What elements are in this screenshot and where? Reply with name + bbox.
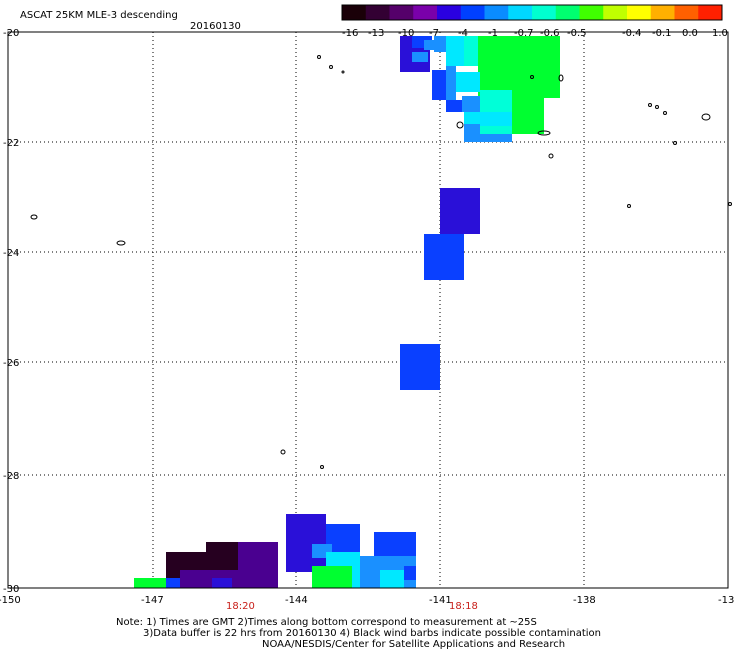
colorbar-label: -16: [342, 28, 358, 39]
colorbar-label: 0.0: [682, 28, 698, 39]
latitude-labels: -20 -22 -24 -26 -28 -30: [3, 28, 19, 595]
lon-label: -141: [429, 595, 452, 606]
lat-label: -26: [3, 358, 19, 369]
lat-label: -30: [3, 584, 19, 595]
colorbar-label: -0.5: [567, 28, 587, 39]
colorbar-swatch: [437, 5, 462, 20]
colorbar-label: -0.7: [514, 28, 534, 39]
colorbar-swatch: [365, 5, 390, 20]
island-outlines: [30, 55, 732, 469]
colorbar-labels: -16 -13 -10 -7 -4 -1 -0.7 -0.6 -0.5 -0.4…: [342, 28, 728, 39]
colorbar: [341, 4, 723, 21]
colorbar-swatch: [342, 5, 367, 20]
lon-label: -147: [141, 595, 164, 606]
colorbar-swatch: [650, 5, 675, 20]
colorbar-swatch: [413, 5, 438, 20]
lat-label: -20: [3, 28, 19, 39]
colorbar-label: 1.0: [712, 28, 728, 39]
colorbar-swatch: [674, 5, 699, 20]
colorbar-label: -10: [398, 28, 414, 39]
footer-note-2: 3)Data buffer is 22 hrs from 20160130 4)…: [143, 628, 601, 639]
colorbar-swatch: [579, 5, 604, 20]
longitude-labels: -150 -147 -144 -141 -138 -13: [0, 595, 734, 606]
graticule: [8, 32, 728, 588]
product-title: ASCAT 25KM MLE-3 descending: [20, 10, 178, 21]
colorbar-swatch: [698, 5, 723, 20]
colorbar-label: -4: [458, 28, 468, 39]
product-date: 20160130: [190, 21, 241, 32]
wind-swath-south: [134, 514, 416, 588]
time-label: 18:18: [449, 601, 478, 612]
colorbar-swatch: [484, 5, 509, 20]
lon-label: -144: [285, 595, 308, 606]
footer-note-1: Note: 1) Times are GMT 2)Times along bot…: [116, 617, 537, 628]
colorbar-label: -0.6: [540, 28, 560, 39]
wind-swath-middle: [400, 188, 480, 390]
colorbar-border: [341, 4, 723, 21]
colorbar-swatch: [603, 5, 628, 20]
colorbar-swatch: [555, 5, 580, 20]
map-frame: [7, 31, 729, 589]
colorbar-swatch: [627, 5, 652, 20]
lat-label: -22: [3, 138, 19, 149]
lon-label: -138: [573, 595, 596, 606]
colorbar-swatch: [532, 5, 557, 20]
colorbar-swatch: [389, 5, 414, 20]
colorbar-swatch: [508, 5, 533, 20]
lon-label: -150: [0, 595, 21, 606]
footer-note-3: NOAA/NESDIS/Center for Satellite Applica…: [262, 639, 565, 650]
colorbar-label: -7: [429, 28, 439, 39]
lat-label: -24: [3, 248, 19, 259]
colorbar-swatch: [460, 5, 485, 20]
lat-label: -28: [3, 471, 19, 482]
colorbar-label: -1: [488, 28, 498, 39]
time-label: 18:20: [226, 601, 255, 612]
colorbar-label: -0.4: [622, 28, 642, 39]
colorbar-label: -13: [368, 28, 384, 39]
colorbar-label: -0.1: [652, 28, 672, 39]
lon-label: -13: [718, 595, 734, 606]
wind-swath-north: [400, 36, 560, 142]
